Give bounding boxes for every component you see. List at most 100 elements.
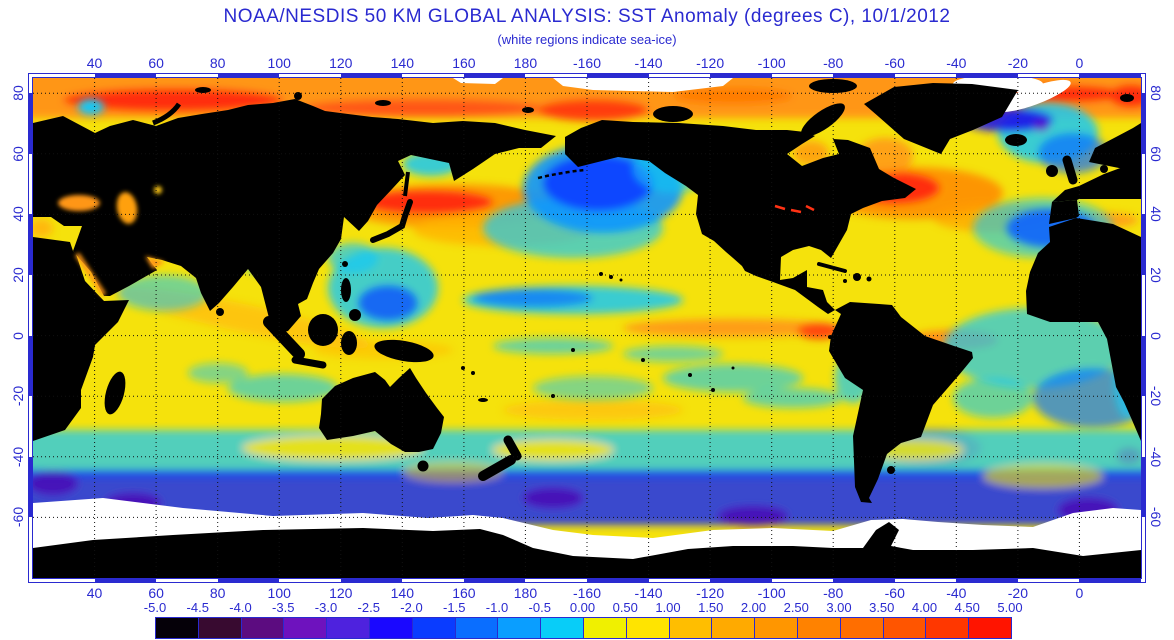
colorbar-cell: [840, 618, 884, 638]
tasmania: [417, 460, 429, 472]
new-guinea: [374, 339, 434, 363]
colorbar-cell: [156, 618, 199, 638]
colorbar-tick-label: 2.00: [740, 600, 767, 615]
frame-stripe: [463, 579, 526, 583]
black-sea: [58, 195, 100, 211]
new-siberian-islands: [375, 100, 391, 106]
colorbar-tick-label: -4.0: [229, 600, 252, 615]
lon-tick-label-top: 40: [86, 55, 103, 71]
lon-tick-label-bottom: -40: [946, 585, 967, 601]
colorbar-cell: [241, 618, 285, 638]
lon-tick-label-bottom: 140: [390, 585, 415, 601]
lon-tick-label-top: -140: [634, 55, 663, 71]
lat-tick-label-right: 20: [1148, 267, 1164, 283]
mindanao: [349, 309, 361, 321]
page-subtitle: (white regions indicate sea-ice): [497, 32, 677, 47]
greenland: [864, 83, 1018, 154]
frame-stripe: [956, 579, 1018, 583]
denmark: [1100, 165, 1108, 173]
lon-tick-label-bottom: 60: [148, 585, 164, 601]
colorbar-tick-label: -3.5: [272, 600, 295, 615]
colorbar-tick-label: -1.5: [443, 600, 466, 615]
colorbar-cell: [969, 618, 1011, 638]
persian-gulf: [145, 256, 165, 269]
world-sst-anomaly-map: [33, 78, 1141, 578]
scandinavia: [1089, 123, 1141, 170]
north-america: [565, 120, 916, 314]
iceland: [1005, 134, 1027, 146]
colorbar-tick-label: 1.50: [698, 600, 724, 615]
frame-stripe: [217, 579, 280, 583]
colorbar-cell: [455, 618, 499, 638]
frame-stripe: [710, 73, 772, 77]
lat-tick-label-right: 80: [1148, 85, 1164, 101]
colorbar-tick-label: 5.00: [997, 600, 1023, 615]
lat-tick-label-left: -60: [10, 507, 26, 528]
victoria-island: [653, 106, 693, 122]
colorbar-cell: [926, 618, 970, 638]
lat-tick-label-right: -40: [1148, 446, 1164, 467]
colorbar-cell: [883, 618, 927, 638]
frame-stripe: [340, 73, 403, 77]
lon-tick-label-bottom: 160: [452, 585, 476, 601]
frame-stripe: [956, 73, 1018, 77]
colorbar-cell: [198, 618, 242, 638]
lon-tick-label-bottom: 80: [209, 585, 226, 601]
baffin-island: [801, 103, 845, 137]
frame-stripe: [1142, 93, 1146, 154]
lon-tick-label-bottom: 100: [267, 585, 291, 601]
graticule: [33, 78, 1141, 578]
frame-stripe: [28, 456, 32, 518]
colorbar-cell: [797, 618, 841, 638]
colorbar-cell: [755, 618, 798, 638]
lon-tick-label-top: 60: [148, 55, 164, 71]
colorbar: [155, 617, 1012, 639]
eurasia: [33, 99, 556, 333]
taiwan: [342, 261, 348, 267]
jamaica: [843, 279, 847, 283]
colorbar-tick-label: -0.5: [528, 600, 551, 615]
australia: [319, 368, 444, 452]
frame-stripe: [1142, 335, 1146, 397]
lon-tick-label-top: -100: [757, 55, 786, 71]
lon-tick-label-top: -60: [884, 55, 905, 71]
lon-tick-label-top: 0: [1075, 55, 1084, 71]
frame-stripe: [833, 73, 895, 77]
sumatra: [263, 316, 305, 360]
colorbar-cell: [284, 618, 328, 638]
colorbar-tick-label: 4.50: [954, 600, 980, 615]
novaya-zemlya: [152, 102, 182, 126]
sulawesi: [341, 331, 357, 355]
lon-tick-label-bottom: 0: [1075, 585, 1084, 601]
frame-stripe: [710, 579, 772, 583]
lat-tick-label-left: 80: [10, 85, 26, 101]
continents: [33, 79, 1141, 503]
caspian-sea: [116, 192, 138, 224]
sakhalin: [403, 171, 410, 197]
lat-tick-label-left: -40: [10, 446, 26, 467]
new-zealand-north: [503, 435, 522, 461]
wrangel-island: [522, 107, 534, 113]
antarctica: [33, 522, 1141, 578]
lon-tick-label-bottom: -120: [696, 585, 725, 601]
hispaniola: [853, 273, 861, 281]
frame-stripe: [28, 93, 32, 154]
lon-tick-label-bottom: -20: [1007, 585, 1028, 601]
colorbar-cell: [583, 618, 627, 638]
colorbar-cell: [327, 618, 370, 638]
cuba: [817, 262, 847, 273]
lat-tick-label-left: 20: [10, 267, 26, 283]
lat-tick-label-left: 0: [10, 331, 26, 340]
inland-seas: [58, 186, 165, 297]
lon-tick-label-top: 160: [452, 55, 476, 71]
africa-east: [33, 237, 129, 441]
frame-stripe: [463, 73, 526, 77]
lon-tick-label-top: -20: [1007, 55, 1028, 71]
cool-anomaly-regions: [78, 99, 1141, 428]
lon-tick-label-top: 80: [209, 55, 226, 71]
lon-tick-label-bottom: -100: [757, 585, 786, 601]
colorbar-tick-label: 0.00: [569, 600, 596, 615]
great-britain: [1062, 155, 1078, 185]
colorbar-cell: [541, 618, 584, 638]
